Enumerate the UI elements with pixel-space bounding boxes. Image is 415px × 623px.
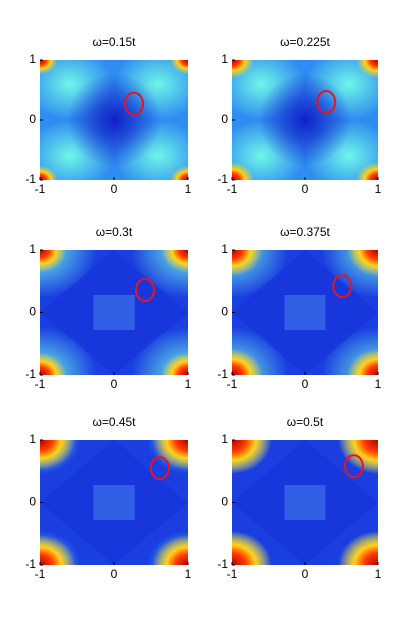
x-tick-label: 1 [375,567,382,581]
y-tick-label: 0 [221,112,228,126]
x-tick-label: 1 [185,182,192,196]
pattern [161,352,188,375]
y-tick-label: -1 [217,557,228,571]
pattern [152,535,188,565]
highlight-circle [123,91,144,116]
y-tick-label: 0 [221,495,228,509]
pattern [356,60,378,78]
y-tick-label: -1 [217,172,228,186]
x-tick-label: 0 [302,567,309,581]
pattern [170,165,188,180]
pattern [356,162,378,180]
pattern [338,531,378,565]
x-tick-label: 1 [185,567,192,581]
x-tick-label: -1 [227,567,238,581]
x-tick-label: 0 [111,377,118,391]
pattern [232,250,378,375]
pattern [40,535,76,565]
panel-title: ω=0.225t [280,35,330,49]
pattern [232,162,254,180]
x-tick-label: -1 [35,182,46,196]
heatmap [40,440,188,565]
pattern [232,60,254,78]
highlight-circle [343,454,364,479]
panel-title: ω=0.45t [92,415,136,429]
pattern [258,73,352,167]
highlight-circle [316,90,337,114]
pattern [40,352,67,375]
x-tick-label: 0 [111,182,118,196]
panel-title: ω=0.375t [280,225,330,239]
pattern [232,440,272,474]
pattern [161,250,188,273]
heatmap [40,60,188,180]
pattern [170,60,188,75]
highlight-circle [135,278,156,302]
x-tick-label: -1 [35,377,46,391]
y-tick-label: 1 [221,242,228,256]
y-tick-label: -1 [25,367,36,381]
pattern [338,440,378,474]
highlight-circle [332,274,353,299]
pattern [232,250,263,277]
y-tick-label: 0 [29,305,36,319]
pattern [40,250,67,273]
y-tick-label: -1 [25,557,36,571]
highlight-circle [149,456,170,481]
y-tick-label: 1 [29,432,36,446]
y-tick-label: 1 [29,242,36,256]
pattern [232,440,378,565]
y-tick-label: 0 [29,495,36,509]
panel-title: ω=0.15t [92,35,136,49]
pattern [232,531,272,565]
pattern [347,250,378,277]
y-tick-label: 1 [221,52,228,66]
y-tick-label: 0 [221,305,228,319]
pattern [66,72,162,168]
x-tick-label: 0 [302,377,309,391]
panel-title: ω=0.5t [287,415,324,429]
pattern [347,348,378,375]
y-tick-label: 1 [221,432,228,446]
x-tick-label: -1 [227,182,238,196]
y-tick-label: -1 [25,172,36,186]
x-tick-label: 0 [111,567,118,581]
pattern [40,60,58,75]
y-tick-label: -1 [217,367,228,381]
y-tick-label: 0 [29,112,36,126]
x-tick-label: 1 [185,377,192,391]
x-tick-label: -1 [35,567,46,581]
panel-title: ω=0.3t [96,225,133,239]
heatmap [232,60,378,180]
x-tick-label: 0 [302,182,309,196]
heatmap [232,250,378,375]
x-tick-label: -1 [227,377,238,391]
pattern [40,165,58,180]
y-tick-label: 1 [29,52,36,66]
pattern [232,348,263,375]
x-tick-label: 1 [375,377,382,391]
x-tick-label: 1 [375,182,382,196]
pattern [152,440,188,470]
pattern [40,440,76,470]
